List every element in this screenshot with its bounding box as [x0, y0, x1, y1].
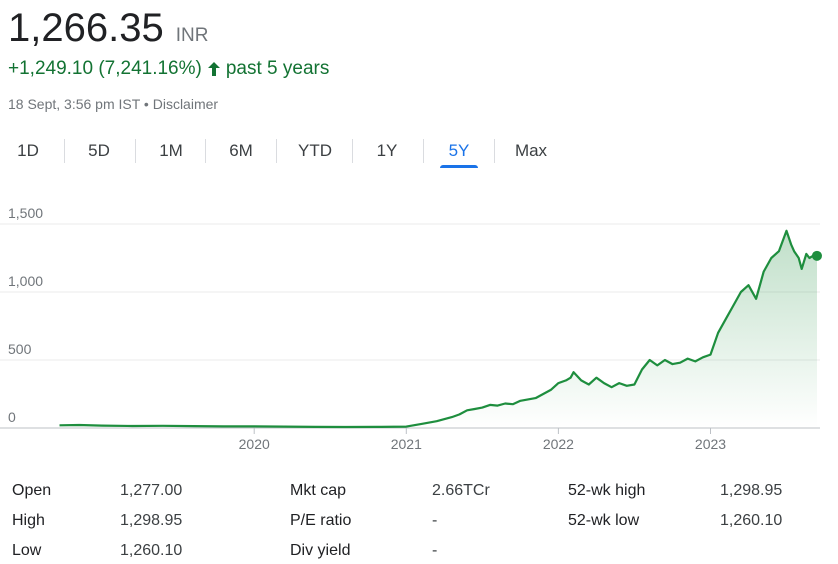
current-price: 1,266.35 [8, 6, 164, 50]
time-range-tabs: 1D 5D 1M 6M YTD 1Y 5Y Max [0, 134, 838, 168]
range-divider [205, 139, 206, 163]
stat-value-52wk-high: 1,298.95 [720, 482, 783, 499]
range-divider [494, 139, 495, 163]
stat-value-open: 1,277.00 [120, 482, 183, 499]
stat-value-div-yield: - [432, 542, 438, 559]
range-tab-1d[interactable]: 1D [17, 141, 39, 160]
x-tick-label: 2020 [239, 436, 270, 452]
stat-label-mkt-cap: Mkt cap [290, 482, 347, 499]
range-tab-max[interactable]: Max [514, 141, 548, 160]
currency-label: INR [175, 25, 209, 46]
range-tab-ytd[interactable]: YTD [298, 141, 332, 160]
x-tick-label: 2023 [695, 436, 726, 452]
range-divider [135, 139, 136, 163]
price-area [59, 230, 817, 428]
timestamp-disclaimer: 18 Sept, 3:56 pm IST • Disclaimer [8, 96, 219, 112]
stat-label-high: High [12, 512, 45, 529]
range-divider [64, 139, 65, 163]
range-divider [276, 139, 277, 163]
current-price-dot [811, 250, 822, 261]
y-tick-label: 1,500 [8, 205, 43, 221]
arrow-up-icon [207, 62, 220, 76]
stat-label-pe-ratio: P/E ratio [290, 512, 352, 529]
price-header: 1,266.35 INR [8, 4, 208, 52]
range-tab-1m[interactable]: 1M [159, 141, 183, 160]
stat-label-52wk-high: 52-wk high [568, 482, 646, 499]
stat-label-52wk-low: 52-wk low [568, 512, 640, 529]
stat-label-open: Open [12, 482, 52, 499]
range-divider [423, 139, 424, 163]
y-tick-label: 1,000 [8, 273, 43, 289]
stat-value-high: 1,298.95 [120, 512, 183, 529]
range-tab-1y[interactable]: 1Y [376, 141, 398, 160]
stat-label-div-yield: Div yield [290, 542, 351, 559]
range-divider [352, 139, 353, 163]
price-change: +1,249.10 (7,241.16%) past 5 years [8, 58, 329, 80]
stat-value-low: 1,260.10 [120, 542, 183, 559]
x-tick-label: 2022 [543, 436, 574, 452]
stat-label-low: Low [12, 542, 42, 559]
stat-value-pe-ratio: - [432, 512, 438, 529]
range-tab-5y[interactable]: 5Y [438, 134, 480, 168]
range-tab-6m[interactable]: 6M [229, 141, 253, 160]
stat-value-mkt-cap: 2.66TCr [432, 482, 490, 499]
price-chart[interactable]: 0 500 1,000 1,500 2020 2021 2022 2023 [0, 200, 838, 465]
change-period: past 5 years [225, 58, 330, 79]
x-tick-label: 2021 [391, 436, 422, 452]
y-tick-label: 0 [8, 409, 16, 425]
range-tab-5d[interactable]: 5D [88, 141, 110, 160]
price-line [59, 229, 818, 429]
stat-value-52wk-low: 1,260.10 [720, 512, 783, 529]
change-value: +1,249.10 (7,241.16%) [8, 58, 202, 79]
y-tick-label: 500 [8, 341, 32, 357]
